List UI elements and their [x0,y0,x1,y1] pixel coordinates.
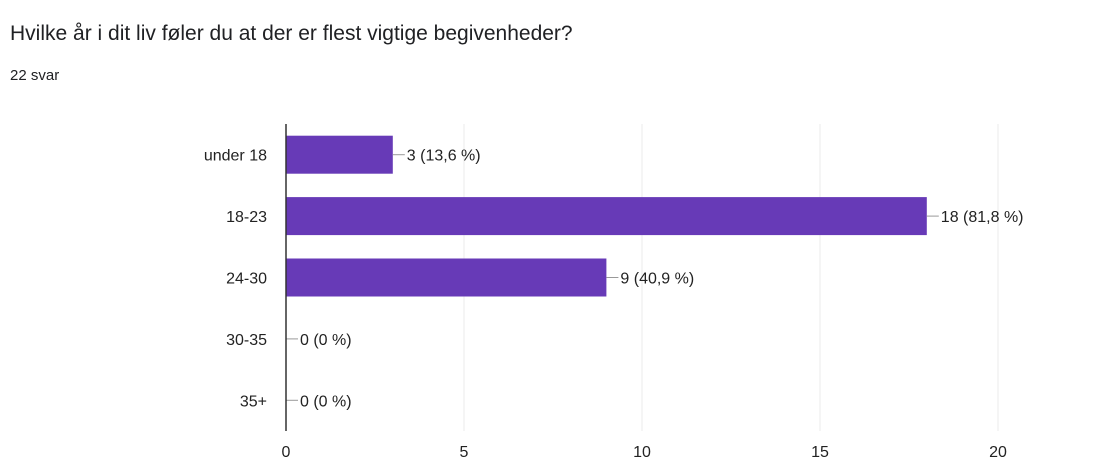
category-label-1: 18-23 [226,209,267,226]
category-label-4: 35+ [240,393,267,410]
category-label-2: 24-30 [226,271,267,288]
data-label-1: 18 (81,8 %) [941,209,1024,226]
response-count: 22 svar [10,67,60,84]
data-label-3: 0 (0 %) [300,332,352,349]
question-title: Hvilke år i dit liv føler du at der er f… [10,22,573,45]
data-label-0: 3 (13,6 %) [407,148,481,165]
category-label-3: 30-35 [226,332,267,349]
x-tick-label-4: 20 [989,444,1007,461]
x-tick-label-3: 15 [811,444,829,461]
category-label-0: under 18 [204,148,267,165]
x-tick-label-0: 0 [282,444,291,461]
bar-1 [286,197,927,236]
x-tick-label-2: 10 [633,444,651,461]
data-label-2: 9 (40,9 %) [620,271,694,288]
x-tick-label-1: 5 [460,444,469,461]
bar-0 [286,135,393,174]
data-label-4: 0 (0 %) [300,393,352,410]
bar-2 [286,258,607,297]
